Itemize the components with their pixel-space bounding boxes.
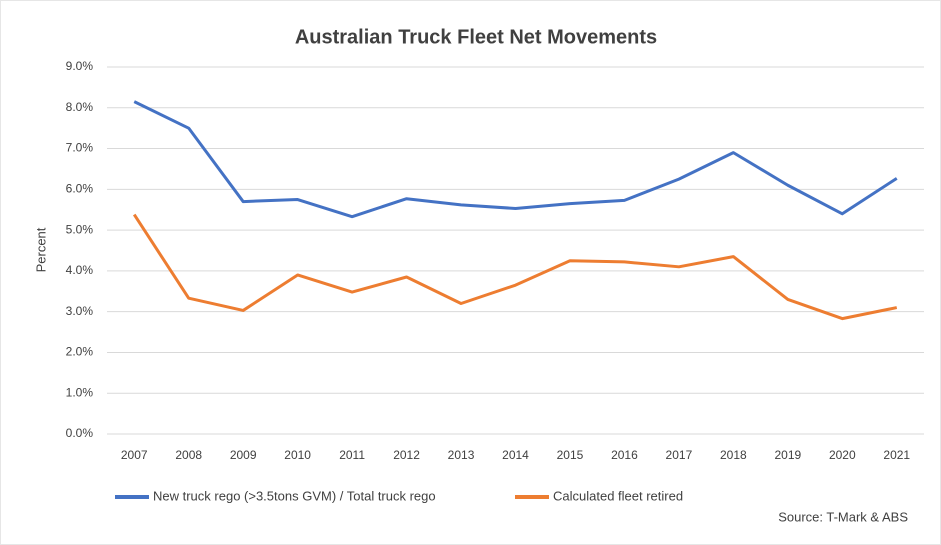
legend-label: Calculated fleet retired (553, 488, 683, 503)
y-tick-label: 4.0% (66, 263, 94, 277)
x-tick-label: 2016 (611, 448, 638, 462)
y-tick-label: 1.0% (66, 385, 94, 399)
x-tick-label: 2011 (339, 448, 365, 462)
x-tick-label: 2015 (557, 448, 584, 462)
y-tick-label: 2.0% (66, 345, 94, 359)
source-note: Source: T-Mark & ABS (778, 509, 908, 524)
legend-label: New truck rego (>3.5tons GVM) / Total tr… (153, 488, 436, 503)
series-line (132, 213, 898, 321)
x-tick-label: 2010 (284, 448, 311, 462)
y-tick-label: 8.0% (66, 100, 94, 114)
x-tick-label: 2014 (502, 448, 529, 462)
y-axis-label: Percent (33, 227, 48, 272)
x-tick-label: 2021 (883, 448, 910, 462)
x-tick-label: 2020 (829, 448, 856, 462)
y-tick-label: 9.0% (66, 59, 94, 73)
x-tick-label: 2008 (175, 448, 202, 462)
x-tick-label: 2009 (230, 448, 257, 462)
x-tick-label: 2013 (448, 448, 475, 462)
x-tick-label: 2012 (393, 448, 420, 462)
y-tick-label: 7.0% (66, 141, 94, 155)
y-tick-label: 0.0% (66, 426, 94, 440)
y-tick-label: 3.0% (66, 304, 94, 318)
series-line (133, 100, 898, 219)
x-tick-label: 2018 (720, 448, 747, 462)
y-tick-label: 5.0% (66, 222, 94, 236)
x-tick-label: 2017 (666, 448, 693, 462)
x-tick-label: 2007 (121, 448, 148, 462)
y-tick-label: 6.0% (66, 182, 94, 196)
x-tick-label: 2019 (774, 448, 801, 462)
chart-title: Australian Truck Fleet Net Movements (295, 26, 657, 48)
